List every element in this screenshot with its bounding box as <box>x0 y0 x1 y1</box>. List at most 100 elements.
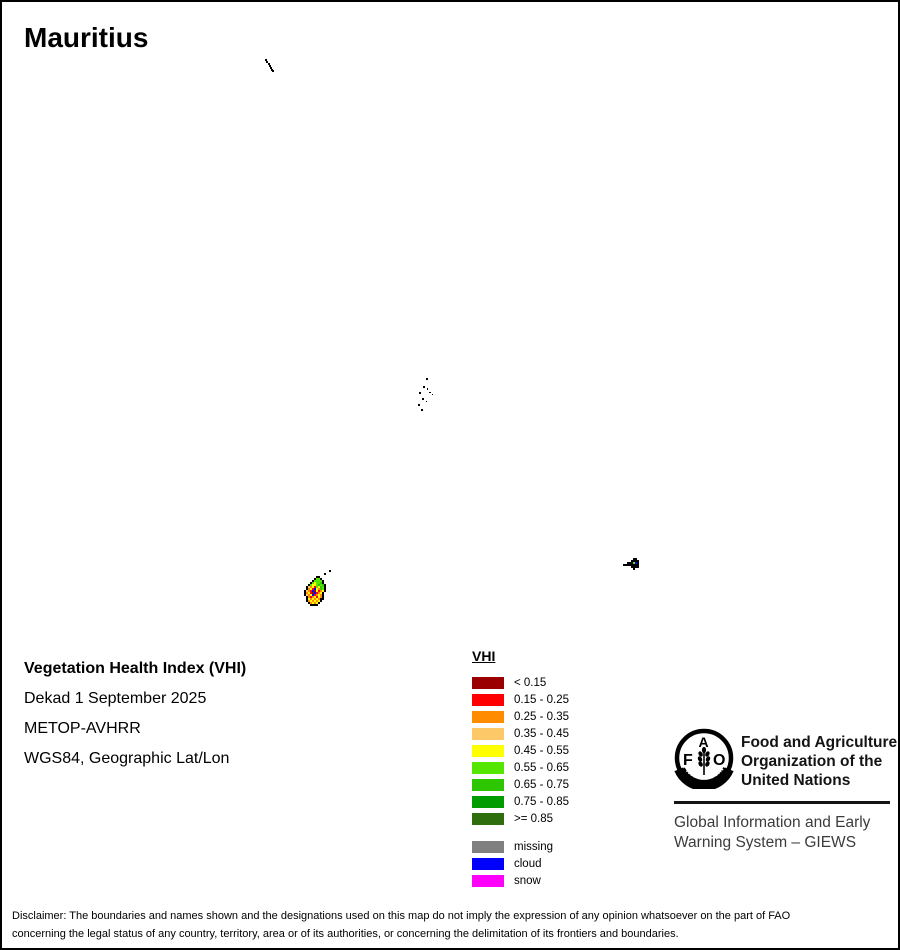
island-mauritius-pixel <box>312 600 314 602</box>
islet-speck <box>266 61 268 63</box>
island-mauritius-pixel <box>316 586 318 588</box>
legend-row: >= 0.85 <box>472 810 569 827</box>
legend-row-label: >= 0.85 <box>514 812 554 825</box>
island-mauritius-pixel <box>320 596 322 598</box>
island-mauritius-pixel <box>322 596 324 598</box>
island-mauritius-pixel <box>320 586 322 588</box>
island-mauritius-pixel <box>308 600 310 602</box>
island-mauritius-pixel <box>306 598 308 600</box>
island-mauritius-pixel <box>304 594 306 596</box>
island-rodrigues-pixel <box>625 564 627 566</box>
islet-speck <box>432 394 433 395</box>
island-rodrigues-pixel <box>635 566 637 568</box>
island-mauritius-pixel <box>312 604 314 606</box>
island-rodrigues-pixel <box>631 564 633 566</box>
island-mauritius-pixel <box>308 592 310 594</box>
island-mauritius-pixel <box>316 582 318 584</box>
island-mauritius-pixel <box>312 588 314 590</box>
map-info-block: Vegetation Health Index (VHI) Dekad 1 Se… <box>24 654 246 774</box>
island-mauritius-pixel <box>310 584 312 586</box>
island-mauritius-pixel <box>310 592 312 594</box>
island-mauritius-pixel <box>314 590 316 592</box>
island-mauritius-pixel <box>320 580 322 582</box>
island-mauritius-pixel <box>308 584 310 586</box>
disclaimer-line: Disclaimer: The boundaries and names sho… <box>12 910 791 922</box>
islet-speck <box>421 409 423 411</box>
island-mauritius-pixel <box>312 592 314 594</box>
island-mauritius-pixel <box>320 582 322 584</box>
legend-row-swatch <box>472 778 504 791</box>
fao-org-line: Food and Agriculture <box>741 734 898 751</box>
island-mauritius-pixel <box>312 590 314 592</box>
island-mauritius-pixel <box>314 584 316 586</box>
islet-speck <box>418 404 420 406</box>
island-mauritius-pixel <box>320 590 322 592</box>
island-mauritius-pixel <box>318 584 320 586</box>
island-mauritius-pixel <box>318 578 320 580</box>
legend-title: VHI <box>472 648 496 664</box>
legend-row-label: 0.25 - 0.35 <box>514 710 569 723</box>
island-mauritius-pixel <box>320 600 322 602</box>
fao-org-line: Organization of the <box>741 753 883 770</box>
island-mauritius-pixel <box>314 578 316 580</box>
island-mauritius-pixel <box>318 592 320 594</box>
island-rodrigues-pixel <box>631 560 633 562</box>
island-rodrigues-pixel <box>627 564 629 566</box>
island-mauritius-pixel <box>310 604 312 606</box>
island-mauritius-pixel <box>316 594 318 596</box>
legend-rows: < 0.15 0.15 - 0.25 0.25 - 0.35 0.35 - 0.45 0… <box>472 674 569 827</box>
island-mauritius-pixel <box>318 600 320 602</box>
island-rodrigues-pixel <box>633 562 635 564</box>
islet-speck <box>426 378 428 380</box>
island-mauritius-pixel <box>316 590 318 592</box>
island-mauritius-pixel <box>310 600 312 602</box>
page-title: Mauritius <box>24 22 149 53</box>
island-rodrigues-pixel <box>633 564 635 566</box>
island-mauritius-pixel <box>310 590 312 592</box>
island-mauritius-pixel <box>316 580 318 582</box>
island-mauritius-pixel <box>310 596 312 598</box>
island-mauritius-pixel <box>304 590 306 592</box>
island-mauritius-pixel <box>322 588 324 590</box>
islet-speck <box>429 392 431 393</box>
island-mauritius-pixel <box>322 590 324 592</box>
island-mauritius-pixel <box>310 582 312 584</box>
islet-speck <box>329 570 331 572</box>
legend-row: 0.65 - 0.75 <box>472 776 569 793</box>
island-rodrigues-pixel <box>637 564 639 566</box>
island-rodrigues-pixel <box>633 558 635 560</box>
legend-row-swatch <box>472 693 504 706</box>
island-mauritius-pixel <box>308 596 310 598</box>
island-mauritius-pixel <box>320 578 322 580</box>
island-rodrigues-pixel <box>635 564 637 566</box>
island-mauritius-pixel <box>312 596 314 598</box>
info-dekad: Dekad 1 September 2025 <box>24 690 207 707</box>
island-mauritius-pixel <box>318 586 320 588</box>
island-mauritius-pixel <box>306 586 308 588</box>
giews-line: Warning System – GIEWS <box>674 834 857 851</box>
island-mauritius-pixel <box>320 592 322 594</box>
island-mauritius-pixel <box>316 584 318 586</box>
island-mauritius-pixel <box>316 588 318 590</box>
island-rodrigues-pixel <box>631 562 633 564</box>
island-mauritius-pixel <box>320 584 322 586</box>
island-mauritius-pixel <box>314 594 316 596</box>
island-mauritius-pixel <box>310 598 312 600</box>
legend-extra-row: cloud <box>472 855 569 872</box>
island-mauritius-pixel <box>316 598 318 600</box>
island-mauritius-pixel <box>308 590 310 592</box>
legend-extra-row-label: snow <box>514 874 541 887</box>
legend-row-swatch <box>472 812 504 825</box>
island-mauritius-pixel <box>312 580 314 582</box>
island-mauritius-pixel <box>304 592 306 594</box>
vhi-legend: VHI < 0.15 0.15 - 0.25 0.25 - 0.35 0.35 - 0… <box>472 648 569 889</box>
island-mauritius-pixel <box>308 598 310 600</box>
legend-row: < 0.15 <box>472 674 569 691</box>
island-mauritius-pixel <box>312 594 314 596</box>
island-mauritius-pixel <box>316 578 318 580</box>
islet-speck <box>272 70 274 72</box>
islet-speck <box>426 401 427 402</box>
island-mauritius-pixel <box>324 584 326 586</box>
islet-speck <box>270 67 272 69</box>
